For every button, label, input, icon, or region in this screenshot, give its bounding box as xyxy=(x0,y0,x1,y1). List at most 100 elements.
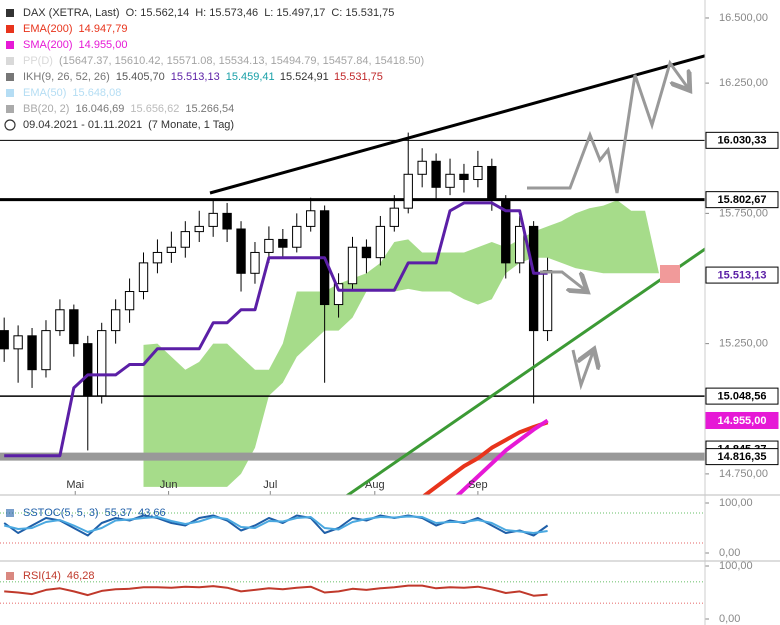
legend-name: EMA(50) xyxy=(23,87,66,99)
legend-value: 15.531,75 xyxy=(334,71,383,83)
candle-body xyxy=(361,246,372,259)
legend-swatch xyxy=(6,9,14,17)
y-tick-label: 15.750,00 xyxy=(719,207,768,219)
price-tag xyxy=(705,448,779,466)
price-tag-label: 15.802,67 xyxy=(718,194,767,206)
legend-value: (15647.37, 15610.42, 15571.08, 15534.13,… xyxy=(59,55,424,67)
candle-body xyxy=(13,335,23,350)
legend-name: PP(D) xyxy=(23,55,53,67)
y-tick-label: 0,00 xyxy=(719,613,740,625)
candle-body xyxy=(473,165,483,181)
legend-name: SSTOC(5, 5, 3) xyxy=(23,507,99,519)
legend-entry: EMA(50) 15.648,08 xyxy=(23,87,121,99)
candle-body xyxy=(250,251,260,274)
candle-body xyxy=(27,335,37,371)
candle-body xyxy=(542,270,553,332)
candle-body xyxy=(417,160,427,175)
legend-value: O: 15.562,14 xyxy=(126,7,190,19)
legend-entry: PP(D) (15647.37, 15610.42, 15571.08, 1553… xyxy=(23,55,424,67)
legend-swatch xyxy=(6,572,14,580)
price-tag-label: 15.513,13 xyxy=(718,269,767,281)
x-tick-label: Sep xyxy=(468,479,488,491)
candle-body xyxy=(0,330,9,350)
candle-body xyxy=(124,291,135,311)
price-tag xyxy=(705,131,779,149)
legend-value: 15.656,62 xyxy=(130,103,179,115)
legend-entry: RSI(14) 46,28 xyxy=(23,570,94,582)
annotations xyxy=(209,54,705,495)
candle-body xyxy=(97,330,107,397)
candle-body xyxy=(41,330,51,371)
y-tick-label: 0,00 xyxy=(719,547,740,559)
candle-body xyxy=(347,246,358,285)
candle-body xyxy=(306,210,316,227)
x-tick-label: Mai xyxy=(66,479,84,491)
candle-body xyxy=(152,251,163,264)
projection-arrow xyxy=(540,270,585,290)
line-series xyxy=(3,515,548,534)
x-tick-label: Aug xyxy=(365,479,385,491)
x-tick-label: Jun xyxy=(160,479,178,491)
legend-entry: SSTOC(5, 5, 3) 55,37 43,66 xyxy=(23,507,166,519)
candle-body xyxy=(166,246,177,253)
candle-body xyxy=(333,283,344,306)
candle-body xyxy=(487,165,497,201)
legend-name: 09.04.2021 - 01.11.2021 xyxy=(23,119,142,131)
legend-name: DAX (XETRA, Last) xyxy=(23,7,120,19)
price-tag-label: 14.816,35 xyxy=(718,451,767,463)
target-box xyxy=(660,265,680,283)
header: DAX (XETRA, Last) O: 15.562,14 H: 15.573,4… xyxy=(4,7,424,131)
legend-value: (7 Monate, 1 Tag) xyxy=(148,119,234,131)
candle-body xyxy=(292,225,302,248)
resistance-trendline xyxy=(209,54,705,195)
candle-body xyxy=(69,309,79,345)
price-tag xyxy=(705,266,779,284)
legend-value: 14.947,79 xyxy=(79,23,128,35)
projection-arrow xyxy=(527,59,688,194)
support-trendline xyxy=(345,247,705,495)
candle-body xyxy=(194,225,204,233)
legend-value: 15.513,13 xyxy=(171,71,220,83)
legend-value: 15.648,08 xyxy=(72,87,121,99)
legend-name: BB(20, 2) xyxy=(23,103,69,115)
line-series xyxy=(455,418,549,495)
legend-value: C: 15.531,75 xyxy=(331,7,394,19)
candle-body xyxy=(445,173,455,188)
candle-body xyxy=(222,212,232,230)
candle-body xyxy=(55,309,65,332)
legend-value: 15.459,41 xyxy=(226,71,275,83)
legend-name: EMA(200) xyxy=(23,23,73,35)
legend-value: 16.046,69 xyxy=(75,103,124,115)
projection-arrow xyxy=(571,350,593,391)
legend-name: SMA(200) xyxy=(23,39,73,51)
candle-body xyxy=(528,225,539,332)
y-tick-label: 100,00 xyxy=(719,560,753,572)
legend-value: 43,66 xyxy=(138,507,166,519)
candle-body xyxy=(278,238,288,248)
x-tick-label: Jul xyxy=(263,479,277,491)
candle-body xyxy=(375,225,386,259)
main-panel: Mai Jun Jul Aug Sep xyxy=(0,132,705,495)
price-tag-label: 16.030,33 xyxy=(718,135,767,147)
candle-body xyxy=(83,343,93,397)
y-tick-label: 14.750,00 xyxy=(719,468,768,480)
candle-body xyxy=(236,228,246,274)
legend-swatch xyxy=(6,105,14,113)
price-tag-label: 14.955,00 xyxy=(718,415,767,427)
price-tag xyxy=(705,387,779,405)
line-series xyxy=(4,584,548,597)
candle-body xyxy=(389,207,399,227)
legend-value: L: 15.497,17 xyxy=(264,7,325,19)
candle-body xyxy=(431,160,441,188)
candle-body xyxy=(403,173,413,209)
legend-entry: SMA(200) 14.955,00 xyxy=(23,39,127,51)
legend-value: 14.955,00 xyxy=(79,39,128,51)
candle-body xyxy=(180,231,190,248)
legend-value: 55,37 xyxy=(105,507,133,519)
candle-body xyxy=(459,173,469,181)
legend-value: 15.405,70 xyxy=(116,71,165,83)
legend-value: H: 15.573,46 xyxy=(195,7,258,19)
legend-value: 15.524,91 xyxy=(280,71,329,83)
